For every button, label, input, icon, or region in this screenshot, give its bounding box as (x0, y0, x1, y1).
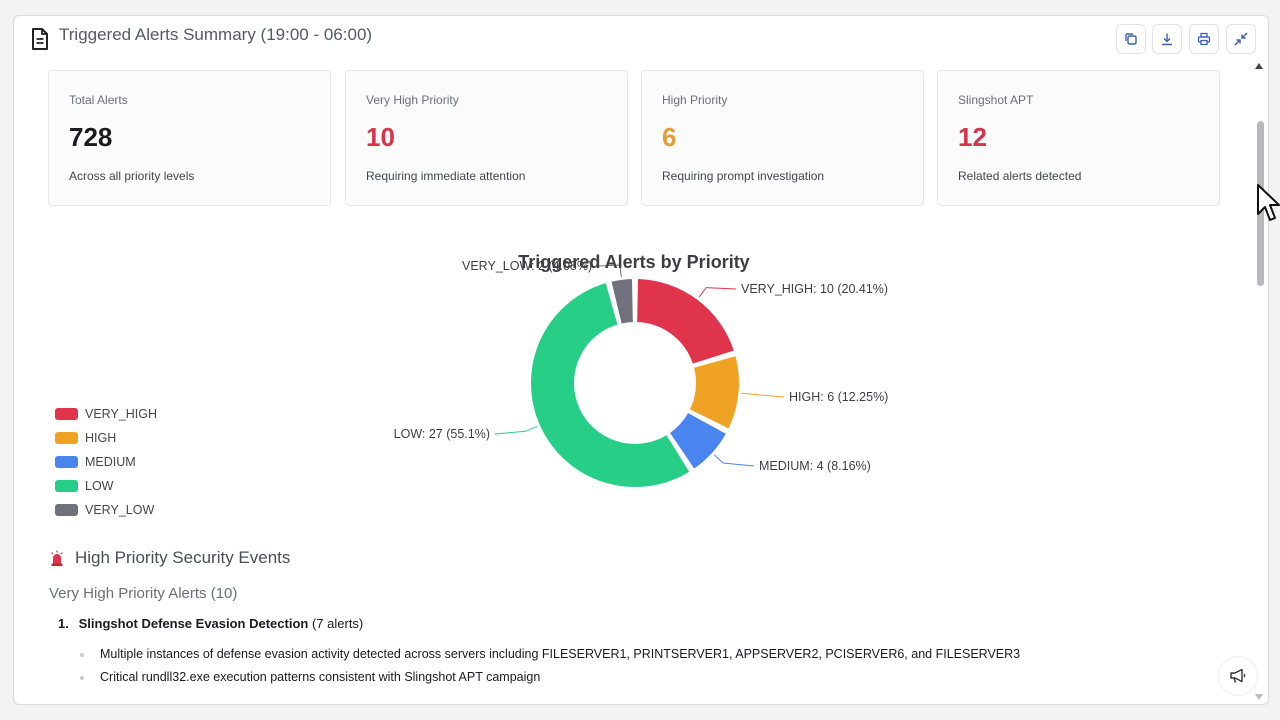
bullet-item: Critical rundll32.exe execution patterns… (80, 670, 540, 684)
copy-button[interactable] (1116, 24, 1146, 54)
leader-line-high (741, 392, 785, 398)
card-desc: Related alerts detected (958, 169, 1082, 183)
slice-label-medium: MEDIUM: 4 (8.16%) (759, 459, 871, 473)
section-title: High Priority Security Events (50, 548, 290, 568)
legend-swatch (55, 408, 78, 420)
card-desc: Across all priority levels (69, 169, 195, 183)
print-icon (1197, 32, 1211, 46)
legend-swatch (55, 456, 78, 468)
list-number: 1. (58, 616, 69, 631)
list-item-title: Slingshot Defense Evasion Detection (78, 616, 309, 631)
legend-swatch (55, 504, 78, 516)
bullet-item: Multiple instances of defense evasion ac… (80, 647, 1020, 661)
donut-slice-high[interactable] (687, 354, 741, 431)
list-item-count: (7 alerts) (311, 616, 364, 631)
leader-line-very-high (698, 287, 737, 298)
mouse-cursor-icon (1257, 184, 1280, 221)
bullet-text: Multiple instances of defense evasion ac… (100, 647, 1021, 661)
card-label: Slingshot APT (958, 93, 1034, 107)
donut-slice-low[interactable] (529, 280, 692, 489)
donut-slice-very-low[interactable] (609, 277, 635, 326)
legend-item-high[interactable]: HIGH (55, 426, 157, 450)
legend-item-low[interactable]: LOW (55, 474, 157, 498)
legend-label: HIGH (85, 431, 117, 445)
card-label: Very High Priority (366, 93, 459, 107)
report-window: Triggered Alerts Summary (19:00 - 06:00)… (13, 15, 1269, 705)
card-label: Total Alerts (69, 93, 128, 107)
card-value: 6 (662, 122, 677, 152)
print-button[interactable] (1189, 24, 1219, 54)
card-desc: Requiring immediate attention (366, 169, 526, 183)
collapse-button[interactable] (1226, 24, 1256, 54)
card-total-alerts: Total Alerts 728 Across all priority lev… (48, 70, 331, 206)
slice-label-very-low: VERY_LOW: 2 (4.08%) (462, 259, 592, 273)
priority-donut-chart: VERY_HIGH: 10 (20.41%) HIGH: 6 (12.25%) ME… (394, 259, 888, 489)
legend-label: VERY_HIGH (85, 407, 158, 421)
donut-slice-very-high[interactable] (635, 277, 737, 366)
card-desc: Requiring prompt investigation (662, 169, 825, 183)
legend-label: LOW (85, 479, 114, 493)
slice-label-low: LOW: 27 (55.1%) (394, 427, 490, 441)
scroll-down-arrow-icon[interactable] (1255, 694, 1263, 700)
leader-line-medium (713, 454, 755, 467)
card-value: 10 (366, 122, 395, 152)
donut-slice-medium[interactable] (667, 410, 729, 471)
chart-title: Triggered Alerts by Priority (518, 252, 750, 272)
card-value: 728 (69, 122, 113, 152)
legend-label: VERY_LOW (85, 503, 155, 517)
report-header: Triggered Alerts Summary (19:00 - 06:00) (14, 16, 1268, 56)
megaphone-icon (1230, 668, 1246, 683)
card-slingshot-apt: Slingshot APT 12 Related alerts detected (937, 70, 1220, 206)
feedback-button[interactable] (1218, 656, 1258, 696)
list-item: 1. Slingshot Defense Evasion Detection (… (58, 616, 363, 631)
card-value: 12 (958, 122, 987, 152)
subsection-title: Very High Priority Alerts (10) (49, 585, 238, 602)
card-label: High Priority (662, 93, 728, 107)
bullet-dot (80, 652, 84, 657)
legend-item-very-high[interactable]: VERY_HIGH (55, 402, 157, 426)
legend-label: MEDIUM (85, 455, 136, 469)
alarm-light-icon (51, 550, 63, 566)
collapse-icon (1234, 32, 1248, 46)
slice-label-high: HIGH: 6 (12.25%) (789, 390, 888, 404)
leader-line-very-low (598, 264, 622, 277)
chart-legend: VERY_HIGH HIGH MEDIUM LOW VERY_LOW (55, 402, 157, 522)
legend-swatch (55, 432, 78, 444)
scroll-up-arrow-icon[interactable] (1255, 63, 1263, 69)
section-title-text: High Priority Security Events (75, 548, 291, 567)
legend-swatch (55, 480, 78, 492)
card-high-priority: High Priority 6 Requiring prompt investi… (641, 70, 924, 206)
page-title: Triggered Alerts Summary (19:00 - 06:00) (59, 25, 373, 44)
bullet-text: Critical rundll32.exe execution patterns… (100, 670, 541, 684)
card-very-high-priority: Very High Priority 10 Requiring immediat… (345, 70, 628, 206)
legend-item-medium[interactable]: MEDIUM (55, 450, 157, 474)
leader-line-low (494, 425, 538, 435)
document-icon (32, 28, 48, 50)
download-icon (1162, 33, 1172, 46)
bullet-dot (80, 675, 84, 680)
legend-item-very-low[interactable]: VERY_LOW (55, 498, 157, 522)
copy-icon (1125, 33, 1137, 45)
slice-label-very-high: VERY_HIGH: 10 (20.41%) (741, 282, 888, 296)
download-button[interactable] (1152, 24, 1182, 54)
